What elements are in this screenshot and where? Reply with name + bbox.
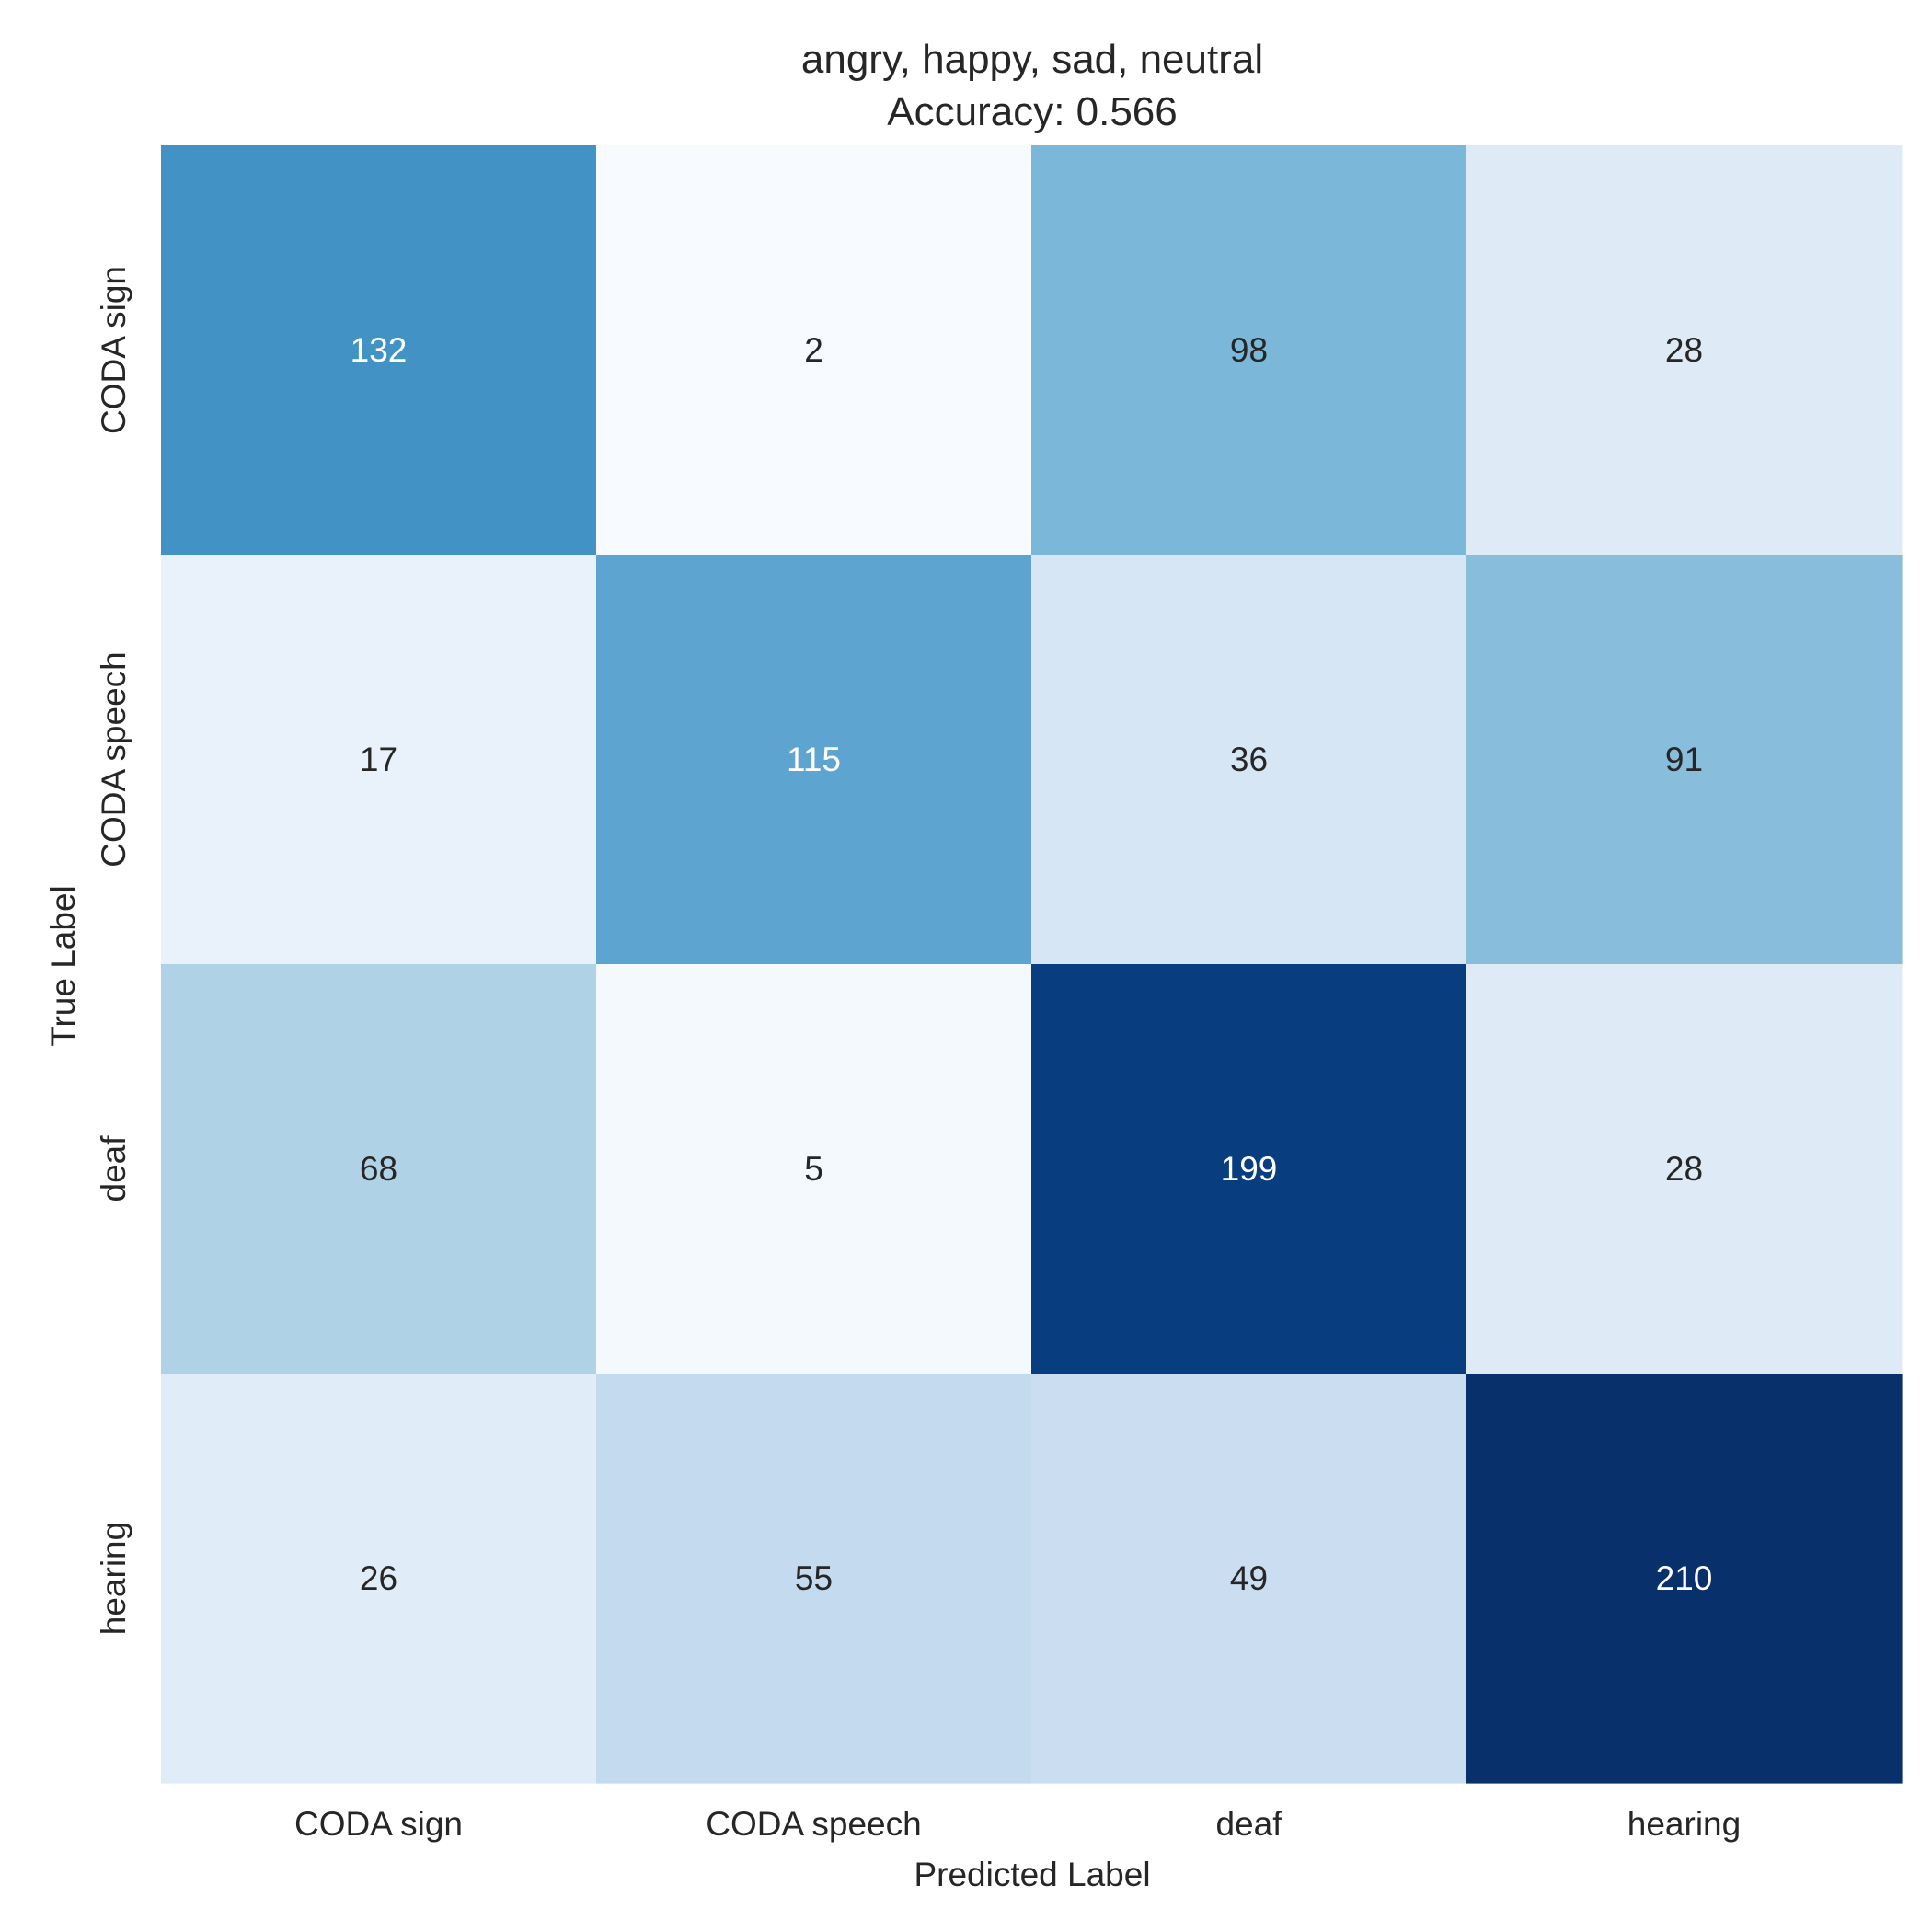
- cell-value-label: 91: [1665, 741, 1703, 778]
- cell-value-label: 199: [1221, 1150, 1278, 1188]
- x-tick-label: hearing: [1627, 1805, 1741, 1843]
- heatmap-cell: [1031, 145, 1467, 556]
- heatmap-cells: [161, 145, 1903, 1784]
- cell-value-label: 28: [1665, 1150, 1703, 1188]
- cell-value-label: 17: [360, 741, 397, 778]
- x-tick-label: deaf: [1215, 1805, 1282, 1843]
- cell-value-label: 2: [804, 331, 823, 369]
- chart-title: angry, happy, sad, neutral: [801, 37, 1263, 82]
- heatmap-cell: [161, 145, 597, 556]
- x-tick-label: CODA sign: [294, 1805, 463, 1843]
- heatmap-cell: [161, 1374, 597, 1784]
- heatmap-cell: [596, 964, 1032, 1374]
- heatmap-cell: [1031, 1374, 1467, 1784]
- heatmap-cell: [1031, 555, 1467, 965]
- heatmap-cell: [596, 145, 1032, 556]
- heatmap-cell: [1466, 145, 1903, 556]
- y-tick-labels: CODA sign CODA speech deaf hearing: [95, 266, 132, 1635]
- x-tick-label: CODA speech: [706, 1805, 921, 1843]
- cell-value-label: 115: [787, 741, 841, 778]
- cell-value-label: 68: [360, 1150, 397, 1188]
- y-axis-label: True Label: [44, 885, 82, 1047]
- x-axis-label: Predicted Label: [914, 1856, 1150, 1893]
- heatmap-cell: [161, 964, 597, 1374]
- x-tick-labels: CODA sign CODA speech deaf hearing: [294, 1805, 1741, 1843]
- cell-value-label: 49: [1230, 1559, 1268, 1597]
- y-tick-label: CODA sign: [95, 266, 132, 434]
- cell-value-label: 28: [1665, 331, 1703, 369]
- cell-value-label: 98: [1230, 331, 1268, 369]
- heatmap-cell: [1466, 1374, 1903, 1784]
- heatmap-cell: [596, 555, 1032, 965]
- cell-value-label: 210: [1656, 1559, 1713, 1597]
- heatmap-cell: [1031, 964, 1467, 1374]
- chart-subtitle: Accuracy: 0.566: [887, 89, 1178, 134]
- heatmap-cell-labels: 132 2 98 28 17 115 36 91 68 5 199 28 26 55 49 210: [351, 331, 1713, 1597]
- heatmap-cell: [1466, 555, 1903, 965]
- heatmap-cell: [596, 1374, 1032, 1784]
- y-tick-label: hearing: [95, 1522, 132, 1635]
- cell-value-label: 36: [1230, 741, 1268, 778]
- cell-value-label: 26: [360, 1559, 397, 1597]
- heatmap-cell: [1466, 964, 1903, 1374]
- cell-value-label: 132: [351, 331, 408, 369]
- heatmap-cell: [161, 555, 597, 965]
- cell-value-label: 5: [804, 1150, 823, 1188]
- y-tick-label: deaf: [95, 1135, 132, 1202]
- cell-value-label: 55: [795, 1559, 833, 1597]
- y-tick-label: CODA speech: [95, 651, 132, 867]
